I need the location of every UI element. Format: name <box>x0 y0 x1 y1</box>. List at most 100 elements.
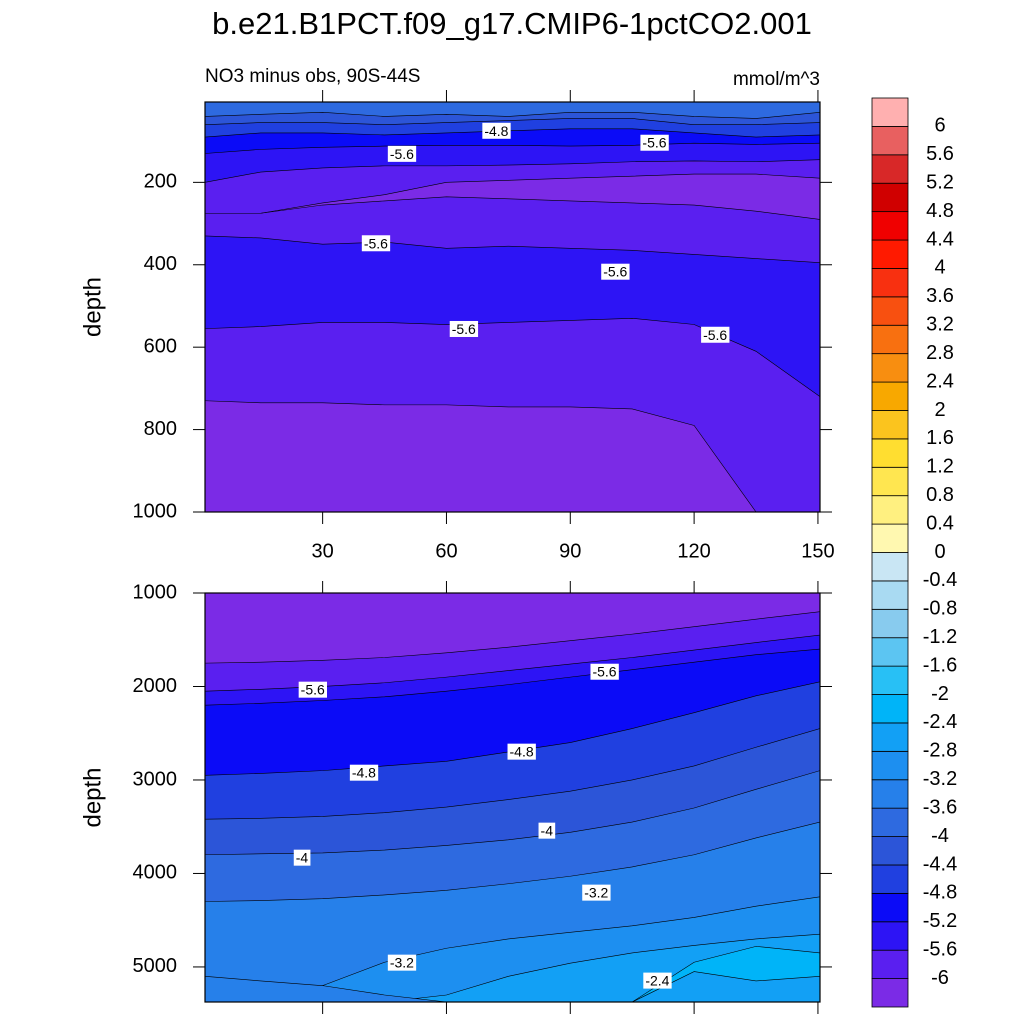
contour-label: -5.6 <box>452 321 476 337</box>
contour-label-bg <box>582 884 611 901</box>
contour-label: -5.6 <box>603 264 627 280</box>
x-tick-label: 120 <box>677 540 710 562</box>
colorbar-box <box>871 154 909 184</box>
y-tick-label: 2000 <box>133 675 178 697</box>
contour-label-bg <box>387 145 417 162</box>
colorbar-label: 1.6 <box>926 427 954 449</box>
colorbar-label: -3.6 <box>923 796 957 818</box>
colorbar-label: -4.8 <box>923 882 957 904</box>
colorbar-label: 2.4 <box>926 370 954 392</box>
colorbar-box <box>871 864 909 894</box>
contour-line <box>205 971 820 1002</box>
colorbar-box <box>871 381 909 411</box>
colorbar-label: -1.6 <box>923 654 957 676</box>
contour-label: -3.2 <box>390 955 414 971</box>
contour-label: -4.8 <box>352 765 376 781</box>
filled-region <box>205 946 820 1002</box>
colorbar-box <box>871 807 909 837</box>
y-tick-label: 1000 <box>133 500 178 522</box>
colorbar-label: 2 <box>934 399 945 421</box>
contour-label-bg <box>640 134 669 151</box>
colorbar-label: 4.4 <box>926 228 954 250</box>
colorbar-box <box>871 410 909 440</box>
colorbar-label: 1.2 <box>926 456 954 478</box>
y-tick-label: 4000 <box>133 862 178 884</box>
colorbar-box <box>871 211 909 241</box>
contour-line <box>205 611 820 664</box>
y-tick-label: 5000 <box>133 955 178 977</box>
plot-area <box>205 102 820 512</box>
colorbar-box <box>871 978 909 1008</box>
contour-line <box>205 173 820 214</box>
colorbar-box <box>871 779 909 809</box>
colorbar-label: -2.4 <box>923 711 957 733</box>
y-tick-label: 200 <box>144 171 177 193</box>
contour-label: -3.2 <box>584 885 608 901</box>
colorbar-box <box>871 324 909 355</box>
colorbar-box <box>871 637 909 667</box>
contour-label: -5.6 <box>703 327 727 343</box>
colorbar-box <box>871 892 909 923</box>
contour-label-bg <box>643 972 672 989</box>
colorbar-label: 0 <box>934 541 945 563</box>
colorbar-label: 0.8 <box>926 484 954 506</box>
colorbar-label: 4.8 <box>926 200 954 222</box>
contour-label: -5.6 <box>642 135 666 151</box>
contour-line <box>205 728 820 820</box>
contour-line <box>205 235 820 264</box>
contour-label: -4.8 <box>484 123 508 139</box>
plot-frame <box>204 592 821 1003</box>
colorbar-label: -6 <box>931 967 949 989</box>
contour-label: -5.6 <box>390 146 414 162</box>
colorbar-box <box>871 665 909 695</box>
colorbar-label: 4 <box>934 257 945 279</box>
colorbar-label: -0.8 <box>923 598 957 620</box>
colorbar-label: -2 <box>931 683 949 705</box>
contour-label-bg <box>449 320 479 337</box>
colorbar-label: 3.2 <box>926 314 954 336</box>
contour-label: -5.6 <box>592 664 616 680</box>
contour-label: -5.6 <box>364 235 388 251</box>
colorbar-box <box>871 694 909 724</box>
y-tick-label: 3000 <box>133 768 178 790</box>
colorbar-label: 0.4 <box>926 512 954 534</box>
x-tick-label: 60 <box>435 540 457 562</box>
x-tick-label: 150 <box>801 540 834 562</box>
contour-label: -4.8 <box>510 744 534 760</box>
contour-label-bg <box>387 954 417 971</box>
units: mmol/m^3 <box>733 69 820 90</box>
contour-line <box>205 821 820 902</box>
contour-line <box>205 933 820 1002</box>
contour-label-bg <box>298 681 328 698</box>
contour-label-bg <box>538 822 556 839</box>
plot-area <box>205 593 820 1002</box>
figure-title: b.e21.B1PCT.f09_g17.CMIP6-1pctCO2.001 <box>212 6 812 41</box>
colorbar-label: 6 <box>934 115 945 137</box>
contour-label-bg <box>361 235 391 252</box>
colorbar-box <box>871 296 909 326</box>
contour-label-bg <box>482 122 511 139</box>
colorbar-box <box>871 438 909 468</box>
y-tick-label: 400 <box>144 253 177 275</box>
contour-line <box>205 648 820 706</box>
colorbar-label: -4 <box>931 825 949 847</box>
colorbar-box <box>871 580 909 610</box>
colorbar-box <box>871 949 909 979</box>
contour-line <box>205 975 820 1002</box>
colorbar-label: 3.6 <box>926 285 954 307</box>
colorbar-label: -0.4 <box>923 569 957 591</box>
colorbar-label: -5.6 <box>923 938 957 960</box>
contour-line <box>205 142 820 154</box>
x-tick-label: 90 <box>559 540 581 562</box>
colorbar-box <box>871 750 909 781</box>
colorbar-box <box>871 466 909 497</box>
colorbar-box <box>871 608 909 639</box>
contour-line <box>205 112 820 119</box>
colorbar-label: -1.2 <box>923 626 957 648</box>
colorbar-label: -4.4 <box>923 853 957 875</box>
colorbar-box <box>871 552 909 582</box>
contour-label-bg <box>701 326 730 343</box>
subtitle: NO3 minus obs, 90S-44S <box>205 66 420 87</box>
colorbar-box <box>871 523 909 553</box>
